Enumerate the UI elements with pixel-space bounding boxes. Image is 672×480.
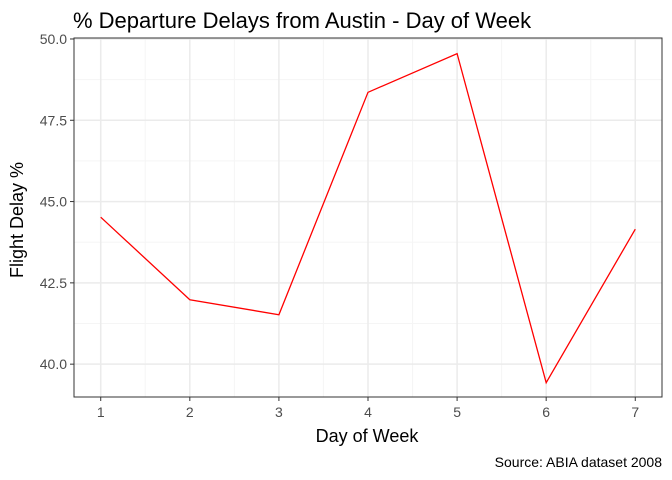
series-layer [100,52,636,385]
x-tick-label: 6 [542,404,550,420]
axes: 1 2 3 4 5 6 7 40.0 42.5 45.0 47.5 50.0 [40,31,640,420]
y-tick-label: 45.0 [40,194,67,210]
x-tick-label: 2 [186,404,194,420]
y-tick-label: 47.5 [40,112,67,128]
x-tick-label: 5 [453,404,461,420]
x-tick-label: 7 [631,404,639,420]
caption: Source: ABIA dataset 2008 [495,454,663,470]
x-tick-label: 4 [364,404,372,420]
chart-title: % Departure Delays from Austin - Day of … [73,8,532,33]
series-line [100,52,636,385]
y-axis-title: Flight Delay % [7,162,27,278]
y-tick-label: 42.5 [40,275,67,291]
x-tick-label: 3 [275,404,283,420]
x-tick-label: 1 [97,404,105,420]
x-axis-title: Day of Week [316,426,420,446]
y-tick-label: 40.0 [40,356,67,372]
y-tick-label: 50.0 [40,31,67,47]
